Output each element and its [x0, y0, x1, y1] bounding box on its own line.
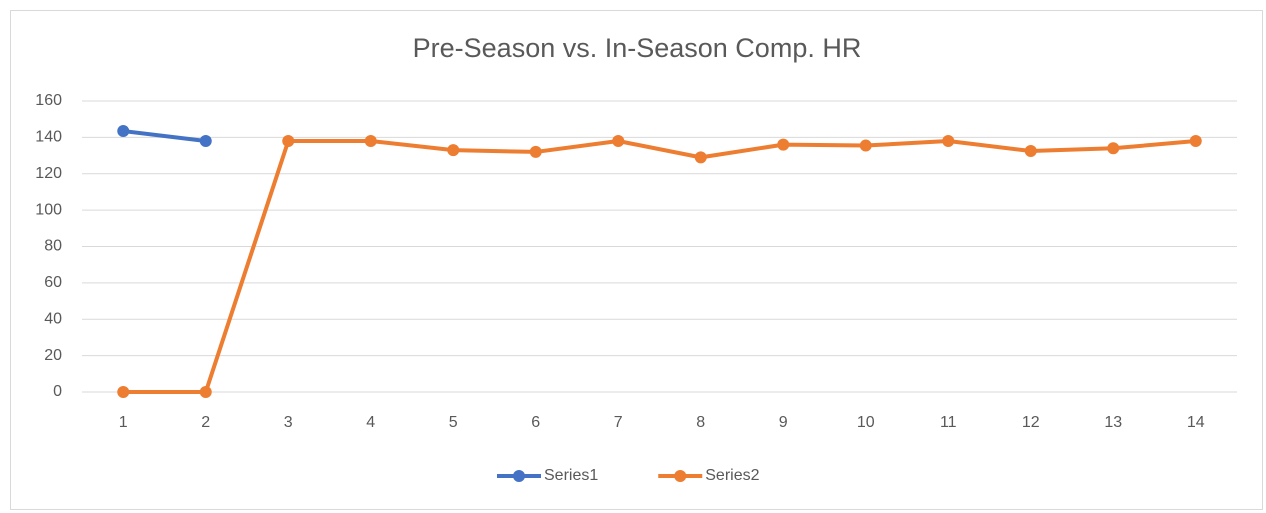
- y-tick-label: 40: [44, 310, 62, 327]
- data-point: [199, 135, 212, 148]
- data-point: [199, 386, 212, 398]
- y-tick-label: 20: [44, 347, 62, 364]
- data-point: [117, 386, 130, 398]
- x-tick-label: 11: [940, 414, 957, 431]
- chart-frame: [10, 10, 1263, 510]
- x-tick-label: 12: [1022, 414, 1040, 431]
- x-tick-label: 10: [857, 414, 875, 431]
- series-line: [123, 139, 1196, 394]
- x-tick-label: 5: [449, 414, 458, 431]
- x-tick-label: 2: [201, 414, 210, 431]
- y-tick-label: 60: [44, 274, 62, 291]
- series-line: [123, 129, 206, 143]
- x-tick-label: 9: [779, 414, 788, 431]
- data-point: [777, 138, 790, 151]
- data-point: [529, 145, 542, 158]
- legend-marker: [513, 470, 525, 482]
- data-point: [694, 151, 707, 164]
- x-tick-label: 7: [614, 414, 623, 431]
- data-point: [282, 135, 295, 148]
- data-point: [1024, 145, 1037, 158]
- y-tick-label: 120: [35, 165, 62, 182]
- x-tick-label: 13: [1104, 414, 1122, 431]
- legend-label: Series2: [705, 467, 759, 484]
- y-tick-label: 160: [35, 92, 62, 109]
- x-tick-label: 6: [531, 414, 540, 431]
- y-tick-label: 140: [35, 129, 62, 146]
- legend-marker: [674, 470, 687, 482]
- x-tick-label: 8: [696, 414, 705, 431]
- legend-label: Series1: [544, 467, 598, 484]
- data-point: [364, 135, 377, 148]
- x-tick-label: 3: [284, 414, 293, 431]
- data-point: [859, 139, 872, 152]
- data-point: [447, 144, 460, 157]
- x-tick-label: 14: [1187, 414, 1205, 431]
- x-tick-label: 1: [119, 414, 128, 431]
- y-tick-label: 80: [44, 238, 62, 255]
- data-point: [612, 135, 625, 148]
- y-tick-label: 0: [53, 383, 62, 400]
- x-tick-label: 4: [366, 414, 375, 431]
- data-point: [117, 125, 130, 138]
- y-tick-label: 100: [35, 201, 62, 218]
- chart-title: Pre-Season vs. In-Season Comp. HR: [413, 33, 862, 63]
- data-point: [942, 135, 955, 148]
- data-point: [1189, 135, 1202, 148]
- data-point: [1107, 142, 1120, 155]
